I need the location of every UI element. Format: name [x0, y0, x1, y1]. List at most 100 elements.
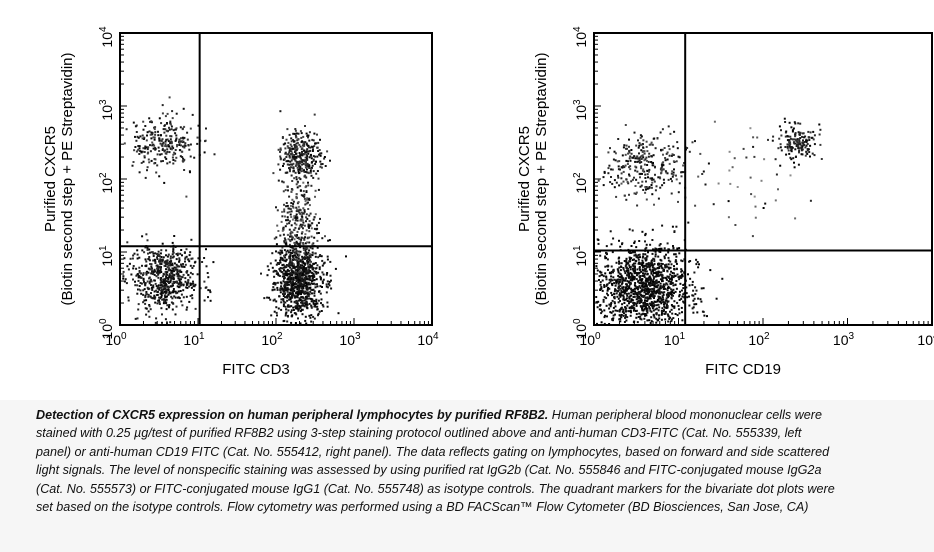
data-point	[622, 180, 625, 183]
data-point	[313, 113, 316, 116]
data-point	[662, 283, 665, 286]
data-point	[652, 276, 655, 279]
data-point	[645, 156, 648, 159]
data-point	[326, 272, 329, 274]
data-point	[266, 265, 269, 268]
data-point	[175, 253, 178, 255]
data-point	[807, 148, 810, 151]
data-point	[599, 281, 602, 284]
data-point	[641, 261, 644, 264]
data-point	[655, 279, 658, 282]
data-point	[313, 294, 316, 297]
data-point	[644, 257, 647, 260]
data-point	[644, 279, 647, 282]
data-point	[605, 278, 608, 281]
data-point	[303, 302, 306, 305]
data-point	[137, 136, 140, 139]
data-point	[282, 259, 285, 262]
data-point	[658, 314, 661, 317]
data-point	[647, 292, 650, 295]
data-point	[301, 231, 304, 234]
data-point	[658, 265, 661, 268]
data-point	[624, 124, 627, 126]
data-point	[611, 270, 613, 273]
data-point	[142, 293, 145, 296]
data-point	[282, 143, 285, 146]
x-tick-label: 103	[339, 331, 361, 348]
data-point	[294, 216, 297, 219]
data-point	[183, 265, 186, 268]
data-point	[156, 302, 159, 305]
data-point	[296, 260, 299, 263]
data-point	[659, 292, 662, 295]
data-point	[639, 262, 642, 265]
data-point	[171, 253, 174, 256]
data-point	[311, 254, 314, 257]
data-point	[153, 136, 156, 139]
data-point	[279, 281, 282, 284]
data-point	[196, 273, 199, 276]
data-point	[295, 136, 298, 139]
data-point	[612, 269, 615, 272]
data-point	[661, 267, 664, 270]
data-point	[147, 295, 150, 298]
data-point	[178, 257, 181, 260]
data-point	[204, 286, 207, 289]
data-point	[648, 168, 651, 171]
data-point	[311, 289, 314, 291]
data-point	[310, 184, 313, 187]
data-point	[281, 180, 284, 183]
data-point	[620, 172, 623, 175]
data-point	[715, 297, 718, 300]
data-point	[171, 273, 174, 276]
data-point	[287, 295, 290, 298]
data-point	[305, 149, 308, 152]
data-point	[165, 301, 168, 304]
data-point	[631, 259, 634, 261]
data-point	[600, 274, 603, 277]
data-point	[658, 267, 661, 269]
data-point	[141, 137, 144, 140]
data-point	[289, 213, 292, 216]
data-point	[287, 281, 289, 284]
data-point	[292, 147, 295, 150]
data-point	[305, 157, 308, 160]
data-point	[153, 290, 156, 293]
data-point	[279, 249, 282, 252]
data-point	[292, 139, 295, 142]
data-point	[687, 273, 689, 276]
data-point	[296, 147, 299, 150]
data-point	[296, 306, 299, 309]
data-point	[165, 129, 168, 132]
data-point	[135, 274, 138, 277]
data-point	[630, 245, 633, 247]
data-point	[283, 254, 285, 257]
data-point	[655, 286, 658, 289]
data-point	[616, 295, 619, 298]
data-point	[648, 291, 651, 294]
data-point	[605, 245, 608, 248]
data-point	[639, 299, 642, 302]
data-point	[146, 286, 149, 289]
data-point	[170, 148, 173, 151]
data-point	[307, 257, 310, 259]
data-point	[329, 274, 332, 277]
data-point	[289, 260, 292, 263]
data-point	[646, 289, 649, 292]
y-tick-label: 103	[98, 99, 115, 121]
data-point	[285, 250, 288, 253]
data-point	[672, 171, 675, 174]
data-point	[156, 153, 159, 156]
data-point	[297, 210, 300, 213]
data-point	[638, 302, 641, 305]
data-point	[301, 271, 304, 274]
data-point	[610, 278, 612, 281]
data-point	[663, 309, 665, 312]
data-point	[664, 266, 667, 269]
data-point	[301, 264, 304, 267]
data-point	[164, 260, 167, 263]
data-point	[297, 164, 300, 166]
data-point	[184, 280, 187, 283]
data-point	[292, 250, 294, 253]
data-point	[645, 284, 648, 286]
